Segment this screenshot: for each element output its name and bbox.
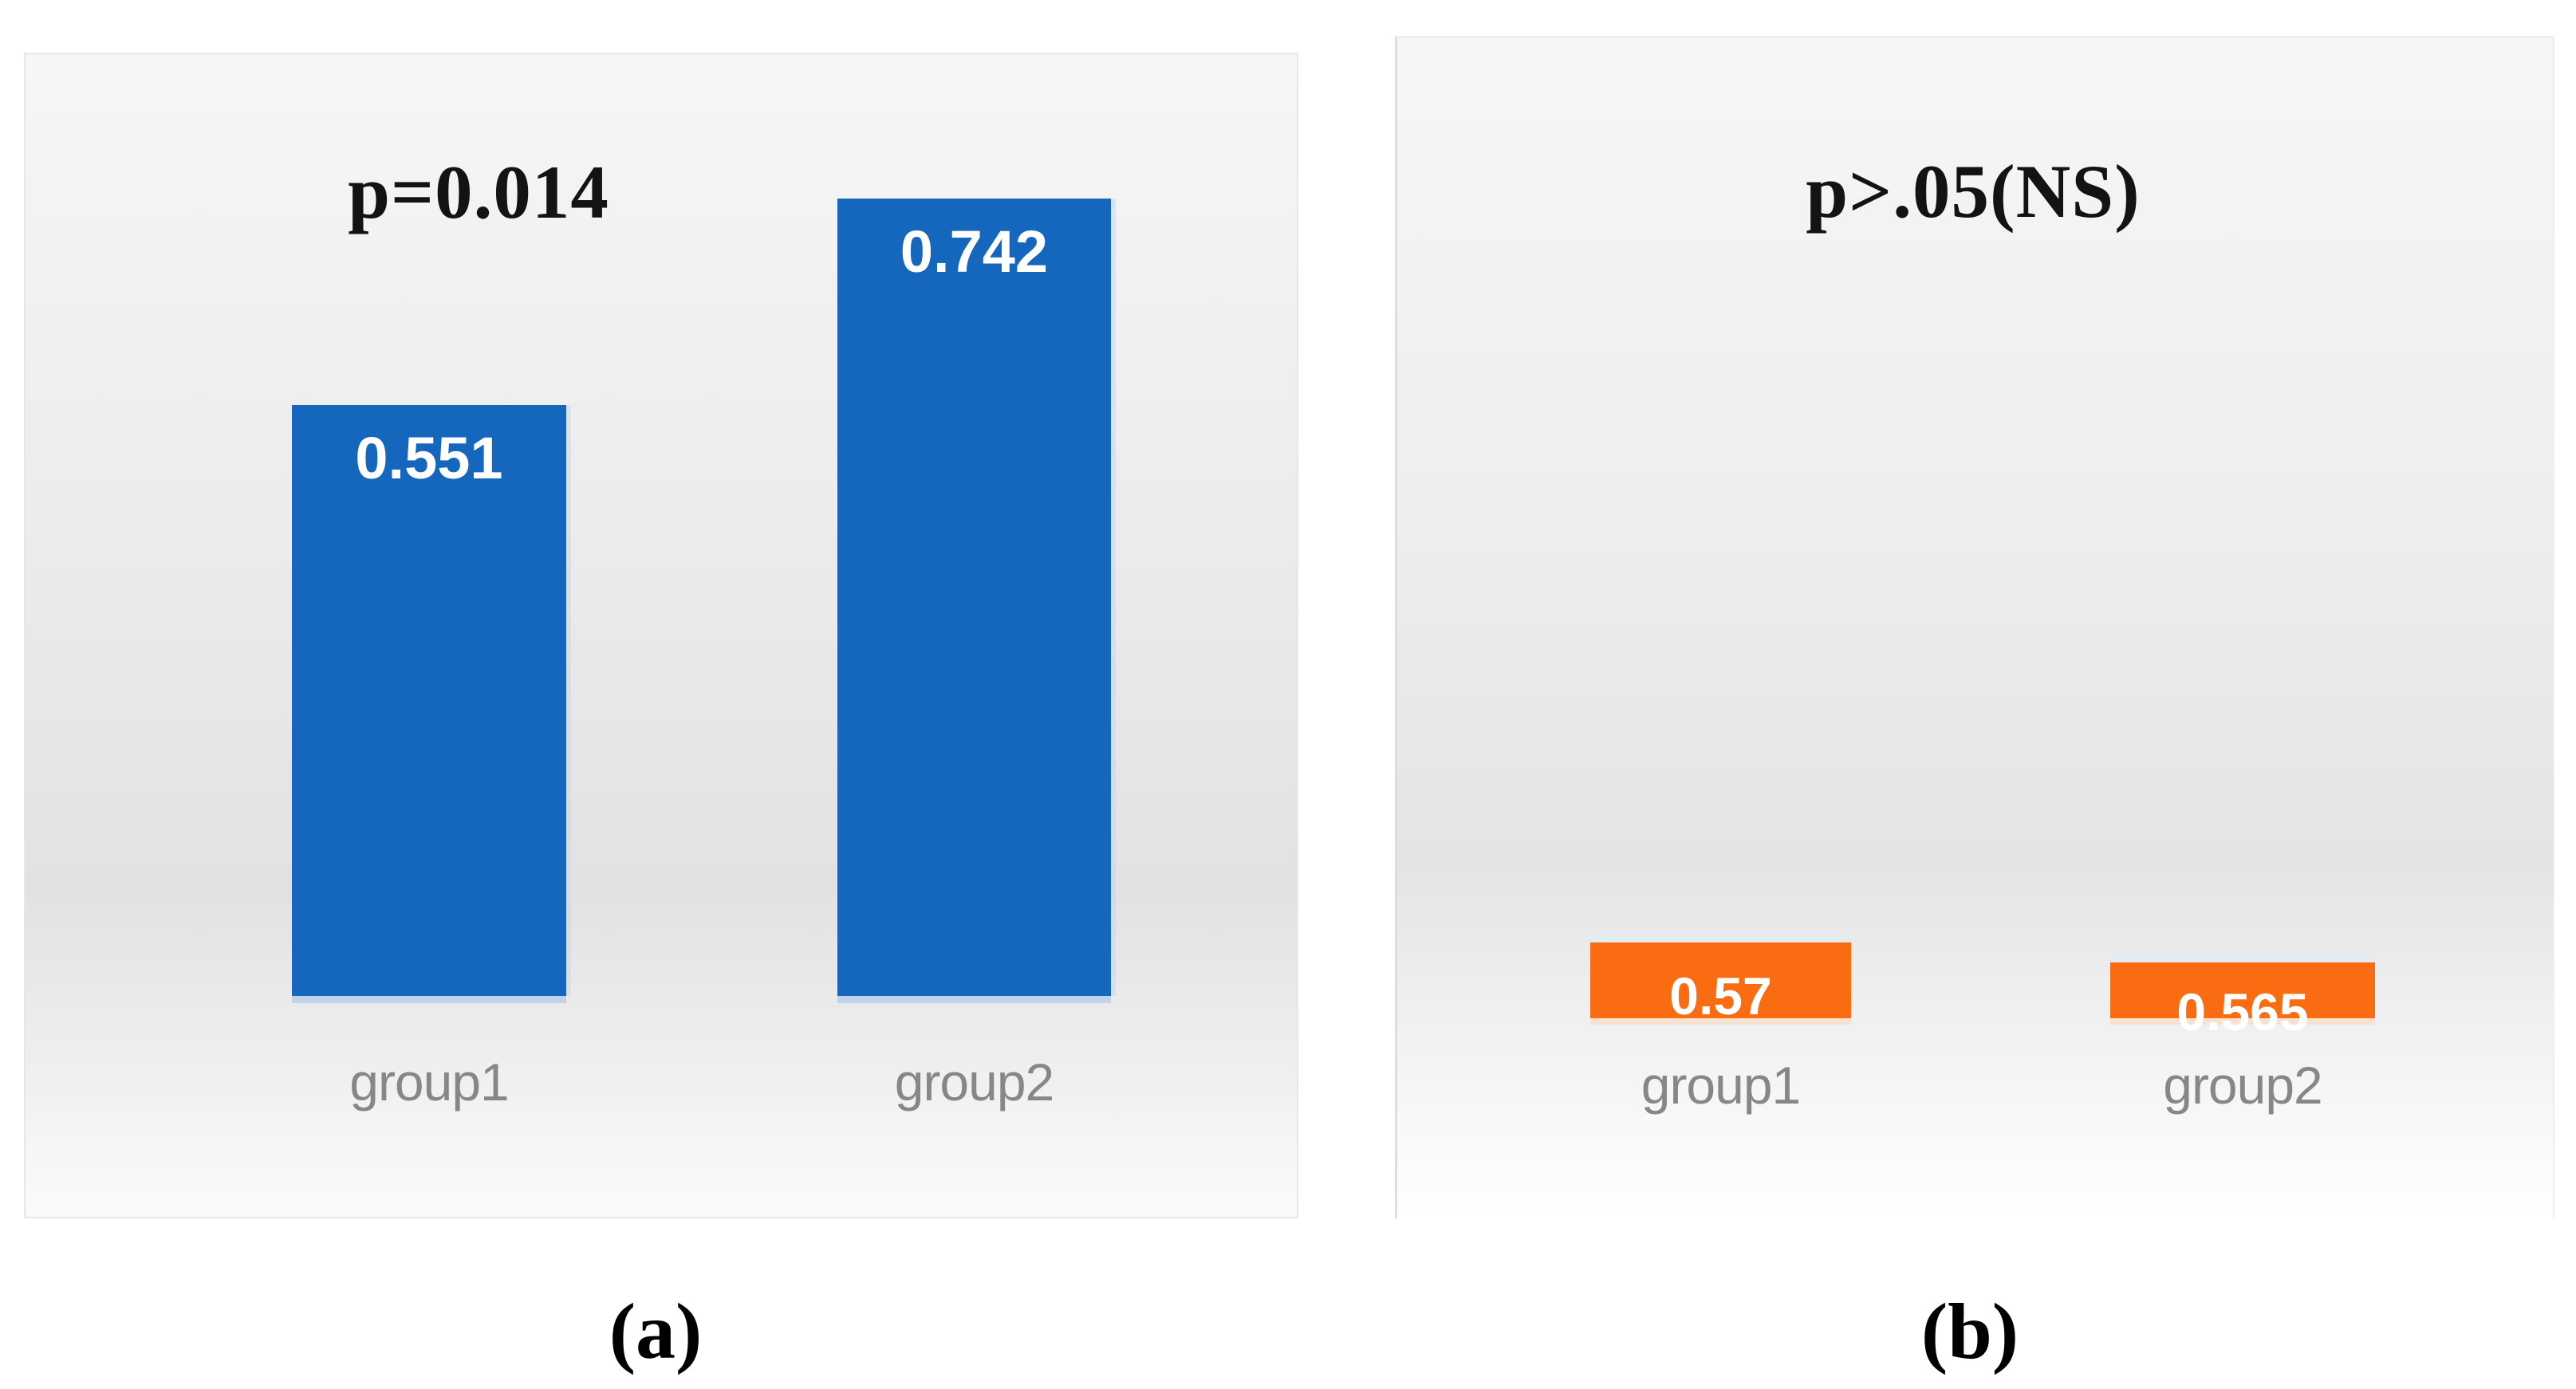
subfigure-caption-a: (a)	[609, 1287, 703, 1375]
bar-group2: 0.565	[2110, 962, 2375, 1041]
bar-group1: 0.551	[292, 405, 566, 996]
category-label-group2: group2	[2163, 1056, 2323, 1115]
bar-value-label: 0.57	[1669, 966, 1772, 1025]
chart-a-title: p=0.014	[348, 150, 609, 234]
chart-a-plot: 0.551 group1 0.742 group2	[26, 54, 1297, 1112]
bar-value-label: 0.565	[2176, 982, 2309, 1041]
category-label-group2: group2	[894, 1053, 1055, 1112]
bar-value-label: 0.551	[355, 425, 503, 491]
chart-b-title: p>.05(NS)	[1806, 149, 2141, 234]
category-label-group1: group1	[349, 1053, 510, 1112]
chart-panel-a: p=0.014 0.551 group1 0.742 group2	[24, 53, 1298, 1218]
category-label-group1: group1	[1641, 1056, 1802, 1115]
bar-group1: 0.57	[1590, 942, 1851, 1025]
bar-group2: 0.742	[837, 199, 1111, 996]
chart-panel-b: p>.05(NS) 0.57 group1 0.565 group2	[1395, 36, 2554, 1218]
chart-b-plot: 0.57 group1 0.565 group2	[1397, 37, 2553, 1115]
bar-value-label: 0.742	[900, 218, 1049, 285]
subfigure-caption-b: (b)	[1920, 1287, 2019, 1375]
